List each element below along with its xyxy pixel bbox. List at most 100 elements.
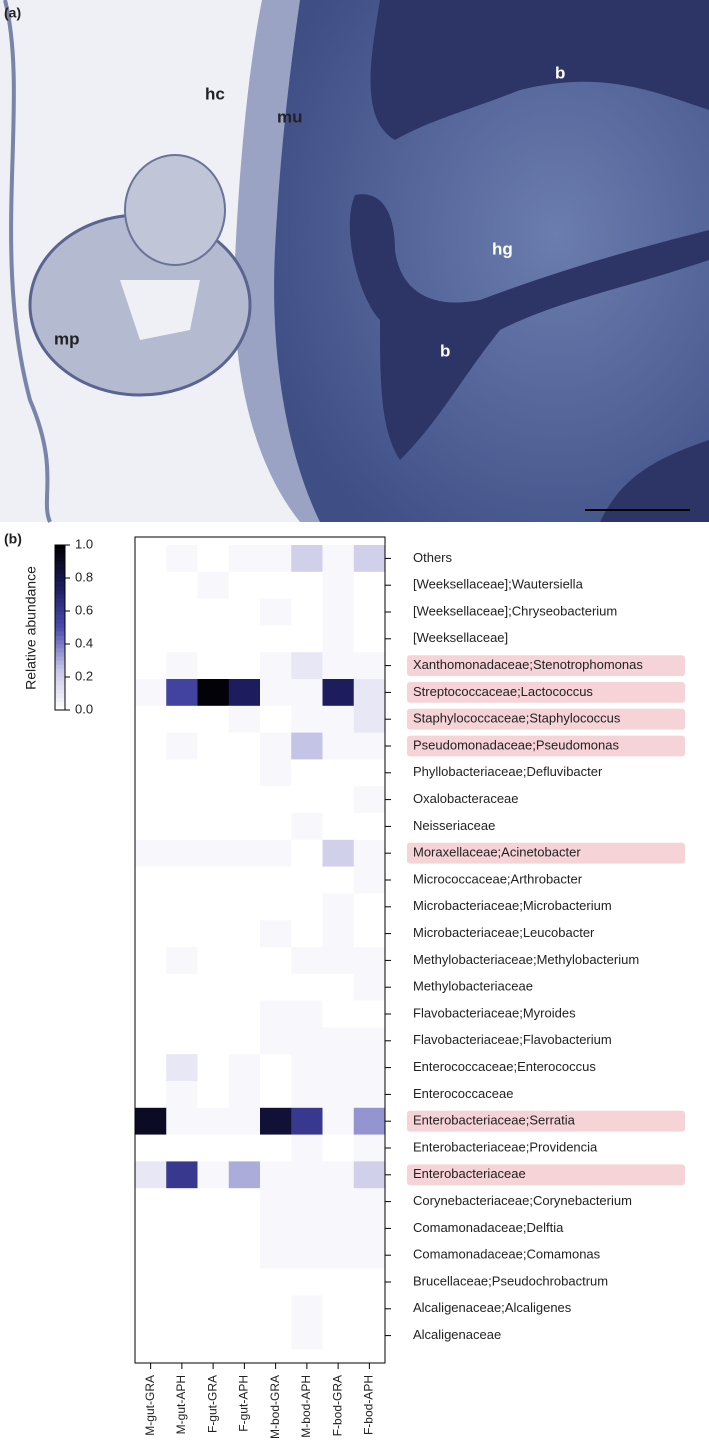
- heatmap-cell: [353, 732, 386, 760]
- row-label: Enterobacteriaceae;Providencia: [413, 1139, 598, 1154]
- heatmap-cell: [291, 1161, 323, 1189]
- heatmap-cell: [197, 1161, 230, 1189]
- heatmap-cell: [291, 1215, 323, 1243]
- heatmap-cell: [322, 1295, 355, 1323]
- heatmap-cell: [260, 1027, 292, 1055]
- heatmap-cell: [166, 786, 198, 814]
- colorbar-segment: [55, 693, 65, 698]
- heatmap-cell: [135, 545, 167, 573]
- colorbar-segment: [55, 578, 65, 583]
- heatmap-cell: [291, 1295, 323, 1323]
- heatmap-cell: [228, 1295, 261, 1323]
- heatmap-cell: [166, 893, 198, 921]
- heatmap-cell: [135, 1027, 167, 1055]
- heatmap-cell: [228, 920, 261, 948]
- heatmap-cell: [197, 947, 230, 975]
- row-label: Microbacteriaceae;Leucobacter: [413, 925, 595, 940]
- heatmap-cell: [260, 571, 292, 599]
- heatmap-cell: [135, 1081, 167, 1109]
- heatmap-cell: [228, 1161, 261, 1189]
- heatmap-cell: [166, 1322, 198, 1350]
- heatmap-cell: [197, 893, 230, 921]
- heatmap-cell: [260, 652, 292, 680]
- lumen: [120, 280, 200, 340]
- heatmap-cell: [135, 759, 167, 787]
- row-label: Phyllobacteriaceae;Defluvibacter: [413, 764, 603, 779]
- colorbar-label: Relative abundance: [23, 566, 39, 690]
- colorbar-segment: [55, 677, 65, 682]
- row-label: Flavobacteriaceae;Myroides: [413, 1005, 576, 1020]
- row-highlight: [407, 655, 685, 676]
- heatmap-cell: [197, 571, 230, 599]
- heatmap-cell: [135, 1295, 167, 1323]
- colorbar-segment: [55, 697, 65, 703]
- heatmap-cell: [166, 1161, 198, 1189]
- heatmap-cell: [291, 786, 323, 814]
- heatmap-cell: [322, 1054, 355, 1082]
- heatmap-cell: [135, 1161, 167, 1189]
- heatmap-cell: [197, 839, 230, 867]
- colorbar-tick-label: 0.2: [75, 668, 93, 683]
- row-label: Streptococcaceae;Lactococcus: [413, 684, 593, 699]
- heatmap-cell: [166, 1107, 198, 1135]
- column-label: F-bod-GRA: [330, 1375, 344, 1436]
- colorbar-segment: [55, 557, 65, 562]
- heatmap-cell: [353, 920, 386, 948]
- heatmap-cell: [322, 705, 355, 733]
- heatmap-cell: [260, 947, 292, 975]
- heatmap-cell: [353, 1027, 386, 1055]
- heatmap-cell: [197, 679, 230, 707]
- heatmap-cell: [228, 705, 261, 733]
- heatmap-cell: [322, 679, 355, 707]
- heatmap-cell: [166, 1134, 198, 1162]
- colorbar-segment: [55, 701, 65, 707]
- colorbar-segment: [55, 598, 65, 604]
- heatmap-cell: [166, 1215, 198, 1243]
- column-label: F-gut-GRA: [205, 1375, 219, 1433]
- heatmap-cell: [135, 1054, 167, 1082]
- heatmap-cell: [228, 1081, 261, 1109]
- heatmap-cell: [291, 652, 323, 680]
- heatmap-cell: [260, 839, 292, 867]
- heatmap-cell: [166, 947, 198, 975]
- heatmap-cell: [322, 1081, 355, 1109]
- heatmap-cell: [291, 705, 323, 733]
- image-label: mp: [54, 329, 80, 348]
- heatmap-cell: [260, 1134, 292, 1162]
- heatmap-cell: [228, 1268, 261, 1296]
- heatmap-cell: [353, 947, 386, 975]
- heatmap-cell: [228, 732, 261, 760]
- heatmap-cell: [353, 786, 386, 814]
- heatmap-cell: [291, 1027, 323, 1055]
- row-label: Oxalobacteraceae: [413, 791, 519, 806]
- heatmap-cell: [322, 1215, 355, 1243]
- colorbar-segment: [55, 586, 65, 591]
- colorbar-segment: [55, 689, 65, 694]
- heatmap-cell: [197, 1295, 230, 1323]
- heatmap-cell: [322, 1027, 355, 1055]
- heatmap-cell: [322, 839, 355, 867]
- heatmap-cell: [353, 1188, 386, 1216]
- row-label: Corynebacteriaceae;Corynebacterium: [413, 1193, 632, 1208]
- heatmap-cell: [166, 1241, 198, 1269]
- heatmap-cell: [228, 1215, 261, 1243]
- heatmap-cell: [260, 813, 292, 841]
- colorbar-segment: [55, 569, 65, 575]
- heatmap-cell: [135, 1188, 167, 1216]
- heatmap-cell: [135, 1215, 167, 1243]
- row-label: Alcaligenaceae: [413, 1327, 501, 1342]
- colorbar-frame: [54, 544, 66, 711]
- heatmap-cell: [322, 1322, 355, 1350]
- heatmap-cell: [228, 1322, 261, 1350]
- colorbar-segment: [55, 681, 65, 686]
- row-highlight: [407, 1110, 685, 1132]
- heatmap-cell: [166, 759, 198, 787]
- heatmap-cell: [166, 813, 198, 841]
- colorbar-segment: [55, 668, 65, 674]
- heatmap-cell: [291, 813, 323, 841]
- heatmap-cell: [353, 973, 386, 1001]
- heatmap-cell: [135, 1241, 167, 1269]
- heatmap-cell: [228, 571, 261, 599]
- row-label: Brucellaceae;Pseudochrobactrum: [413, 1273, 608, 1288]
